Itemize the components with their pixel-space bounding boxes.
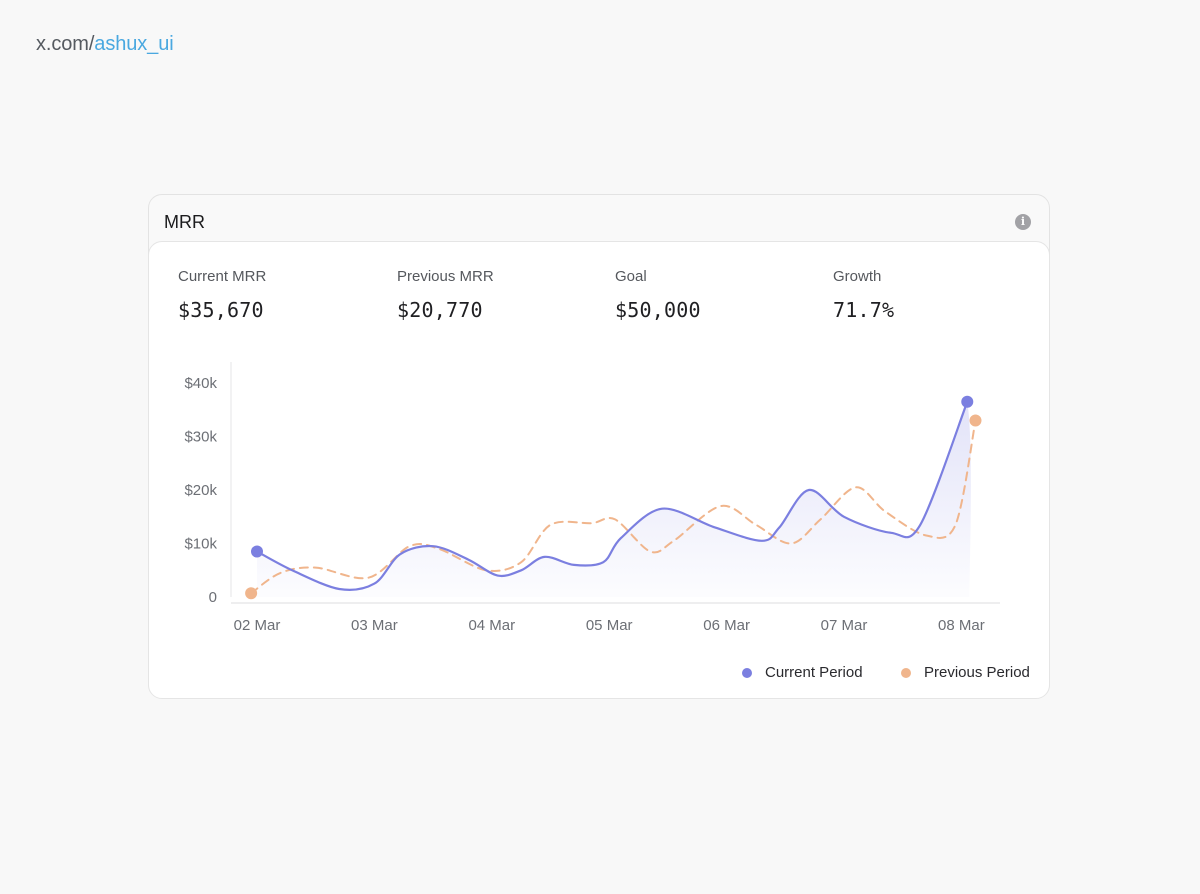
x-tick-label: 07 Mar (821, 617, 868, 634)
legend-current[interactable]: Current Period (742, 664, 863, 681)
current-period-area (257, 401, 971, 597)
stat-value: 71.7% (833, 298, 895, 322)
stat-value: $20,770 (397, 298, 483, 322)
x-tick-label: 02 Mar (234, 617, 281, 634)
y-tick-label: $40k (184, 375, 217, 392)
stat-goal: Goal $50,000 (615, 268, 701, 322)
stat-value: $50,000 (615, 298, 701, 322)
stat-previous-mrr: Previous MRR $20,770 (397, 268, 494, 322)
y-tick-label: 0 (209, 589, 217, 606)
legend-previous[interactable]: Previous Period (901, 664, 1030, 681)
chart-panel: Current MRR $35,670 Previous MRR $20,770… (148, 241, 1050, 699)
y-tick-label: $30k (184, 429, 217, 446)
stat-value: $35,670 (178, 298, 264, 322)
card-title: MRR (164, 212, 205, 232)
stat-growth: Growth 71.7% (833, 268, 894, 322)
current-period-end-point (961, 395, 974, 408)
previous-period-start-point (245, 587, 258, 600)
legend-current-label: Current Period (765, 664, 863, 681)
handle-text[interactable]: x.com/ashux_ui (36, 33, 174, 56)
x-tick-label: 05 Mar (586, 617, 633, 634)
x-tick-label: 03 Mar (351, 617, 398, 634)
legend-previous-dot (901, 667, 911, 678)
legend-current-dot (742, 667, 752, 678)
current-period-start-point (251, 545, 263, 558)
legend-previous-label: Previous Period (924, 664, 1030, 681)
x-tick-label: 04 Mar (468, 617, 515, 634)
handle-user[interactable]: ashux_ui (94, 33, 174, 55)
y-tick-label: $20k (184, 482, 217, 499)
stat-label: Goal (615, 268, 647, 285)
x-tick-label: 06 Mar (703, 617, 750, 634)
current-period-line (256, 401, 969, 591)
handle-prefix: x.com/ (36, 33, 95, 55)
y-tick-label: $10k (184, 536, 217, 553)
stat-label: Growth (833, 268, 882, 285)
info-icon[interactable]: i (1015, 214, 1031, 230)
mrr-line-chart: 0 $10k $20k $30k $40k 02 Mar 03 Mar 04 Mar 05 Ma… (184, 362, 1000, 634)
previous-period-end-point (969, 414, 982, 427)
x-tick-label: 08 Mar (938, 617, 985, 634)
stat-label: Previous MRR (397, 268, 494, 285)
mrr-card: MRR i Current MRR $35,670 Previous MRR $… (148, 194, 1050, 699)
stat-current-mrr: Current MRR $35,670 (178, 268, 266, 322)
stat-label: Current MRR (178, 268, 267, 285)
